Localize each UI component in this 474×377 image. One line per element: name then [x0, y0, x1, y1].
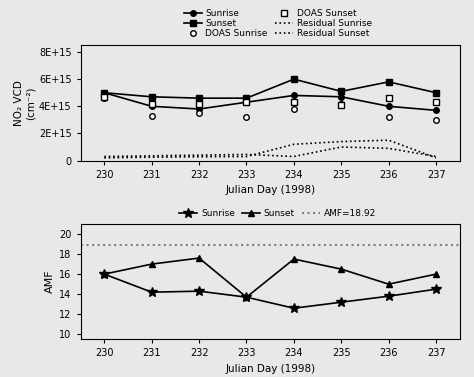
- Residual Sunrise: [244, 154, 249, 159]
- DOAS Sunrise: [196, 111, 202, 115]
- DOAS Sunrise: [433, 118, 439, 122]
- DOAS Sunset: [196, 101, 202, 106]
- Sunset: [244, 96, 249, 100]
- Residual Sunrise: [338, 139, 344, 144]
- Sunrise: [244, 100, 249, 104]
- Sunset: [386, 282, 392, 287]
- DOAS Sunrise: [338, 101, 344, 106]
- Residual Sunset: [386, 146, 392, 150]
- X-axis label: Julian Day (1998): Julian Day (1998): [225, 364, 315, 374]
- Residual Sunset: [196, 153, 202, 157]
- DOAS Sunset: [244, 100, 249, 104]
- Line: Sunrise: Sunrise: [100, 269, 441, 313]
- Residual Sunset: [338, 145, 344, 149]
- Sunset: [101, 272, 107, 276]
- Line: Sunrise: Sunrise: [101, 90, 439, 113]
- DOAS Sunset: [101, 95, 107, 99]
- Sunset: [338, 89, 344, 93]
- Residual Sunset: [244, 152, 249, 157]
- Sunset: [196, 256, 202, 261]
- DOAS Sunset: [149, 101, 155, 106]
- Sunrise: [433, 287, 439, 291]
- Sunrise: [338, 95, 344, 99]
- Sunset: [149, 262, 155, 267]
- Sunset: [244, 295, 249, 299]
- Line: Sunset: Sunset: [101, 254, 439, 300]
- Residual Sunset: [291, 154, 297, 159]
- Y-axis label: AMF: AMF: [45, 270, 55, 293]
- Sunrise: [196, 107, 202, 111]
- Sunrise: [386, 294, 392, 299]
- Sunrise: [244, 295, 249, 299]
- Residual Sunset: [433, 154, 439, 159]
- Sunset: [338, 267, 344, 271]
- Residual Sunrise: [433, 156, 439, 160]
- Sunrise: [338, 300, 344, 305]
- DOAS Sunrise: [244, 115, 249, 120]
- Sunrise: [196, 289, 202, 293]
- Sunrise: [291, 306, 297, 311]
- X-axis label: Julian Day (1998): Julian Day (1998): [225, 185, 315, 195]
- Residual Sunset: [101, 154, 107, 159]
- DOAS Sunset: [386, 96, 392, 100]
- DOAS Sunrise: [386, 115, 392, 120]
- Residual Sunrise: [196, 155, 202, 159]
- DOAS Sunrise: [101, 96, 107, 100]
- Sunset: [291, 257, 297, 261]
- Sunset: [149, 95, 155, 99]
- Residual Sunset: [149, 153, 155, 158]
- Residual Sunrise: [386, 138, 392, 143]
- Sunrise: [386, 104, 392, 109]
- Sunrise: [291, 93, 297, 98]
- Sunset: [386, 80, 392, 84]
- Sunset: [433, 90, 439, 95]
- Y-axis label: NO₂ VCD
(cm⁻²): NO₂ VCD (cm⁻²): [14, 80, 36, 126]
- Sunset: [196, 96, 202, 100]
- Sunrise: [101, 90, 107, 95]
- Residual Sunrise: [149, 155, 155, 159]
- DOAS Sunset: [433, 100, 439, 104]
- Legend: Sunrise, Sunset, DOAS Sunrise, DOAS Sunset, Residual Sunrise, Residual Sunset: Sunrise, Sunset, DOAS Sunrise, DOAS Suns…: [184, 9, 372, 38]
- DOAS Sunrise: [149, 113, 155, 118]
- Line: Residual Sunrise: Residual Sunrise: [104, 140, 436, 158]
- Line: DOAS Sunrise: DOAS Sunrise: [101, 95, 439, 123]
- Sunrise: [433, 108, 439, 113]
- Legend: Sunrise, Sunset, AMF=18.92: Sunrise, Sunset, AMF=18.92: [180, 209, 376, 218]
- Residual Sunrise: [101, 156, 107, 160]
- Sunset: [101, 90, 107, 95]
- Sunrise: [149, 104, 155, 109]
- Line: DOAS Sunset: DOAS Sunset: [101, 94, 439, 108]
- Sunset: [433, 272, 439, 276]
- Sunset: [291, 77, 297, 81]
- Sunrise: [101, 272, 107, 276]
- Line: Sunset: Sunset: [101, 77, 439, 101]
- Line: Residual Sunset: Residual Sunset: [104, 147, 436, 156]
- Sunrise: [149, 290, 155, 294]
- DOAS Sunset: [338, 103, 344, 107]
- DOAS Sunset: [291, 100, 297, 104]
- DOAS Sunrise: [291, 107, 297, 111]
- Residual Sunrise: [291, 142, 297, 147]
